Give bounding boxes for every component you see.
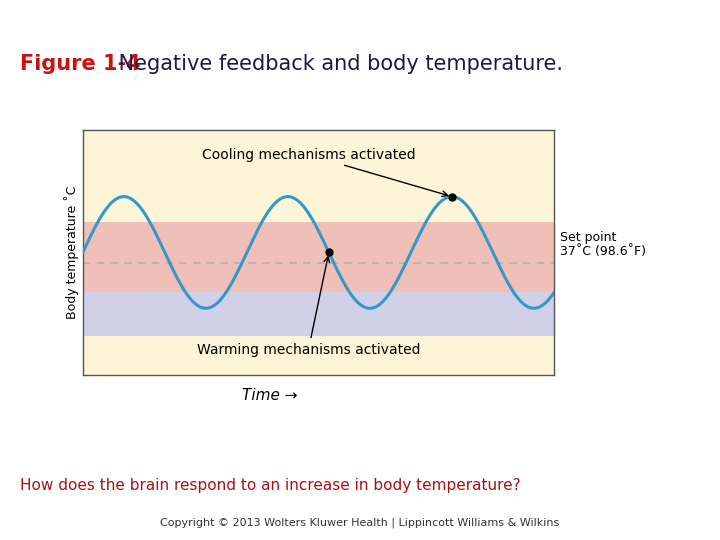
Bar — [83, 336, 554, 375]
Text: Taylor: Memmler's Structure and Function of the Human Body: Taylor: Memmler's Structure and Function… — [6, 5, 397, 15]
Text: Copyright © 2013 Wolters Kluwer Health | Lippincott Williams & Wilkins: Copyright © 2013 Wolters Kluwer Health |… — [161, 518, 559, 528]
Text: Figure 1-4: Figure 1-4 — [20, 54, 141, 74]
Text: 37˚C (98.6˚F): 37˚C (98.6˚F) — [560, 245, 646, 258]
Bar — [83, 130, 554, 222]
Text: Cooling mechanisms activated: Cooling mechanisms activated — [202, 148, 448, 197]
Text: How does the brain respond to an increase in body temperature?: How does the brain respond to an increas… — [20, 478, 521, 493]
Y-axis label: Body temperature ˚C: Body temperature ˚C — [63, 186, 78, 319]
Text: Negative feedback and body temperature.: Negative feedback and body temperature. — [112, 54, 562, 74]
Text: Time →: Time → — [242, 388, 298, 403]
Text: Warming mechanisms activated: Warming mechanisms activated — [197, 256, 420, 357]
Bar — [83, 222, 554, 292]
Text: Set point: Set point — [560, 231, 616, 244]
Bar — [83, 292, 554, 336]
